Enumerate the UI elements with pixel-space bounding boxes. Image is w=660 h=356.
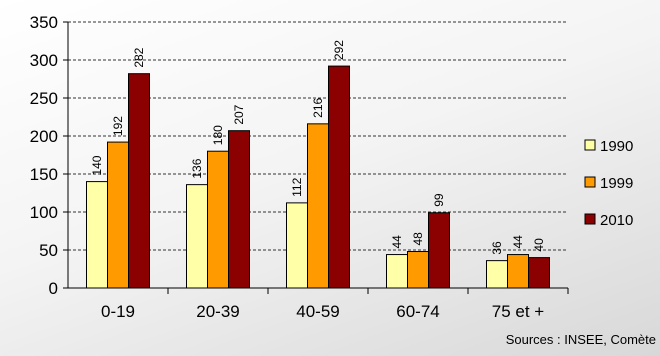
bars: [86, 65, 550, 289]
data-labels: 140 192 282 136 180 207 112 216 292 44 48 99 36 44 40: [90, 40, 546, 255]
y-tick-label: 250: [30, 89, 58, 108]
bar-1999-75 et +: [507, 254, 529, 289]
legend-swatch-2010: [584, 213, 596, 225]
bar-1999-40-59: [307, 123, 329, 289]
data-label: 192: [111, 116, 125, 136]
legend-swatch-1999: [584, 176, 596, 188]
y-tick-label: 150: [30, 165, 58, 184]
legend-label-1990: 1990: [600, 138, 633, 155]
bar-1990-60-74: [386, 254, 408, 289]
y-tick-label: 300: [30, 51, 58, 70]
data-label: 36: [490, 241, 504, 255]
y-tick-label: 350: [30, 13, 58, 32]
data-label: 48: [411, 232, 425, 246]
bar-2010-40-59: [328, 65, 350, 289]
data-label: 40: [532, 238, 546, 252]
data-label: 216: [311, 97, 325, 117]
legend-label-2010: 2010: [600, 212, 633, 229]
y-tick-label: 50: [39, 241, 58, 260]
bar-1999-20-39: [207, 150, 229, 289]
bar-1990-0-19: [86, 181, 108, 289]
bar-1999-60-74: [407, 251, 429, 289]
y-tick-label: 0: [49, 279, 58, 298]
data-label: 292: [332, 40, 346, 60]
data-label: 207: [232, 104, 246, 124]
x-category-label: 75 et +: [492, 302, 545, 321]
y-tick-label: 100: [30, 203, 58, 222]
bar-2010-75 et +: [528, 257, 550, 289]
x-category-label: 20-39: [196, 302, 239, 321]
data-label: 44: [390, 235, 404, 249]
legend-label-1999: 1999: [600, 175, 633, 192]
data-label: 99: [432, 193, 446, 207]
y-tick-label: 200: [30, 127, 58, 146]
data-label: 136: [190, 158, 204, 178]
data-label: 112: [290, 177, 304, 196]
data-label: 180: [211, 125, 225, 145]
bar-1990-20-39: [186, 184, 208, 289]
x-category-label: 60-74: [396, 302, 439, 321]
bar-2010-0-19: [128, 73, 150, 289]
bar-1990-75 et +: [486, 260, 508, 289]
bar-1999-0-19: [107, 141, 129, 289]
data-label: 44: [511, 235, 525, 249]
source-note: Sources : INSEE, Comète: [506, 332, 656, 347]
x-category-label: 40-59: [296, 302, 339, 321]
data-label: 282: [132, 47, 146, 67]
legend: 1990 1999 2010: [584, 138, 633, 229]
x-category-label: 0-19: [101, 302, 135, 321]
bar-2010-20-39: [228, 130, 250, 289]
legend-swatch-1990: [584, 139, 596, 151]
bar-2010-60-74: [428, 212, 450, 289]
data-label: 140: [90, 155, 104, 175]
bar-1990-40-59: [286, 202, 308, 289]
